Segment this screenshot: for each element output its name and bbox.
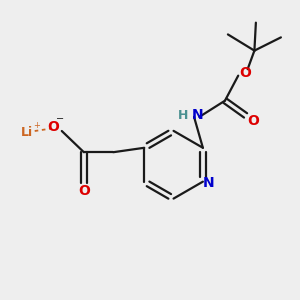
Text: +: + [33, 121, 40, 130]
Text: N: N [202, 176, 214, 190]
Text: Li: Li [20, 126, 32, 139]
Text: O: O [239, 66, 250, 80]
Text: O: O [78, 184, 90, 198]
Text: H: H [178, 109, 188, 122]
Text: −: − [56, 114, 64, 124]
Text: O: O [48, 121, 59, 134]
Text: N: N [192, 108, 203, 122]
Text: O: O [247, 114, 259, 128]
